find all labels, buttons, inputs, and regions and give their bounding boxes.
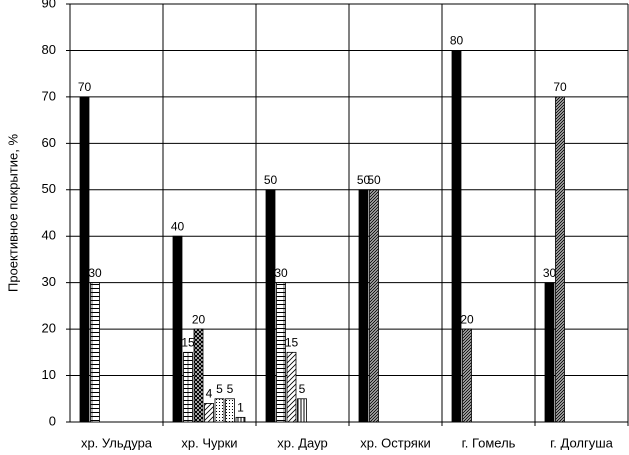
value-label: 5 (216, 382, 223, 396)
value-label: 70 (553, 80, 567, 94)
bar (90, 282, 100, 423)
bar (555, 96, 565, 423)
y-tick-label: 10 (42, 367, 56, 382)
bar (276, 282, 286, 423)
bar (265, 189, 276, 423)
value-label: 30 (88, 266, 102, 280)
y-tick-label: 0 (49, 413, 56, 428)
bar (193, 328, 204, 423)
y-tick-label: 30 (42, 274, 56, 289)
value-label: 30 (274, 266, 288, 280)
value-label: 20 (192, 312, 206, 326)
value-label: 50 (367, 173, 381, 187)
value-label: 30 (543, 266, 557, 280)
value-label: 5 (299, 382, 306, 396)
value-label: 50 (357, 173, 371, 187)
y-tick-label: 40 (42, 228, 56, 243)
value-label: 80 (450, 34, 464, 48)
x-tick-label: г. Долгуша (550, 435, 614, 450)
bar (183, 351, 193, 423)
bar (235, 416, 246, 423)
bar (358, 189, 369, 423)
x-tick-label: хр. Чурки (181, 435, 237, 450)
bar (204, 403, 214, 423)
y-tick-label: 50 (42, 181, 56, 196)
value-label: 50 (264, 173, 278, 187)
y-axis-label: Проективное покрытие, % (5, 134, 20, 292)
bar (214, 398, 225, 423)
value-label: 4 (206, 387, 213, 401)
bar (297, 398, 307, 423)
value-label: 20 (460, 312, 474, 326)
bar (451, 50, 462, 423)
x-tick-label: хр. Ульдура (81, 435, 153, 450)
x-tick-label: хр. Даур (277, 435, 327, 450)
x-tick-label: г. Гомель (462, 435, 516, 450)
bar (172, 235, 183, 423)
bar (462, 328, 472, 423)
y-tick-label: 80 (42, 42, 56, 57)
x-tick-label: хр. Остряки (360, 435, 431, 450)
y-tick-label: 90 (42, 0, 56, 10)
value-label: 15 (181, 336, 195, 350)
bar (544, 282, 555, 423)
y-tick-label: 20 (42, 321, 56, 336)
bar (225, 398, 235, 423)
value-label: 1 (237, 401, 244, 415)
value-label: 70 (78, 80, 92, 94)
bar (369, 189, 379, 423)
y-tick-label: 70 (42, 88, 56, 103)
bar (79, 96, 90, 423)
value-label: 5 (227, 382, 234, 396)
value-label: 15 (285, 336, 299, 350)
bar (286, 351, 297, 423)
value-label: 40 (171, 219, 185, 233)
y-tick-label: 60 (42, 135, 56, 150)
